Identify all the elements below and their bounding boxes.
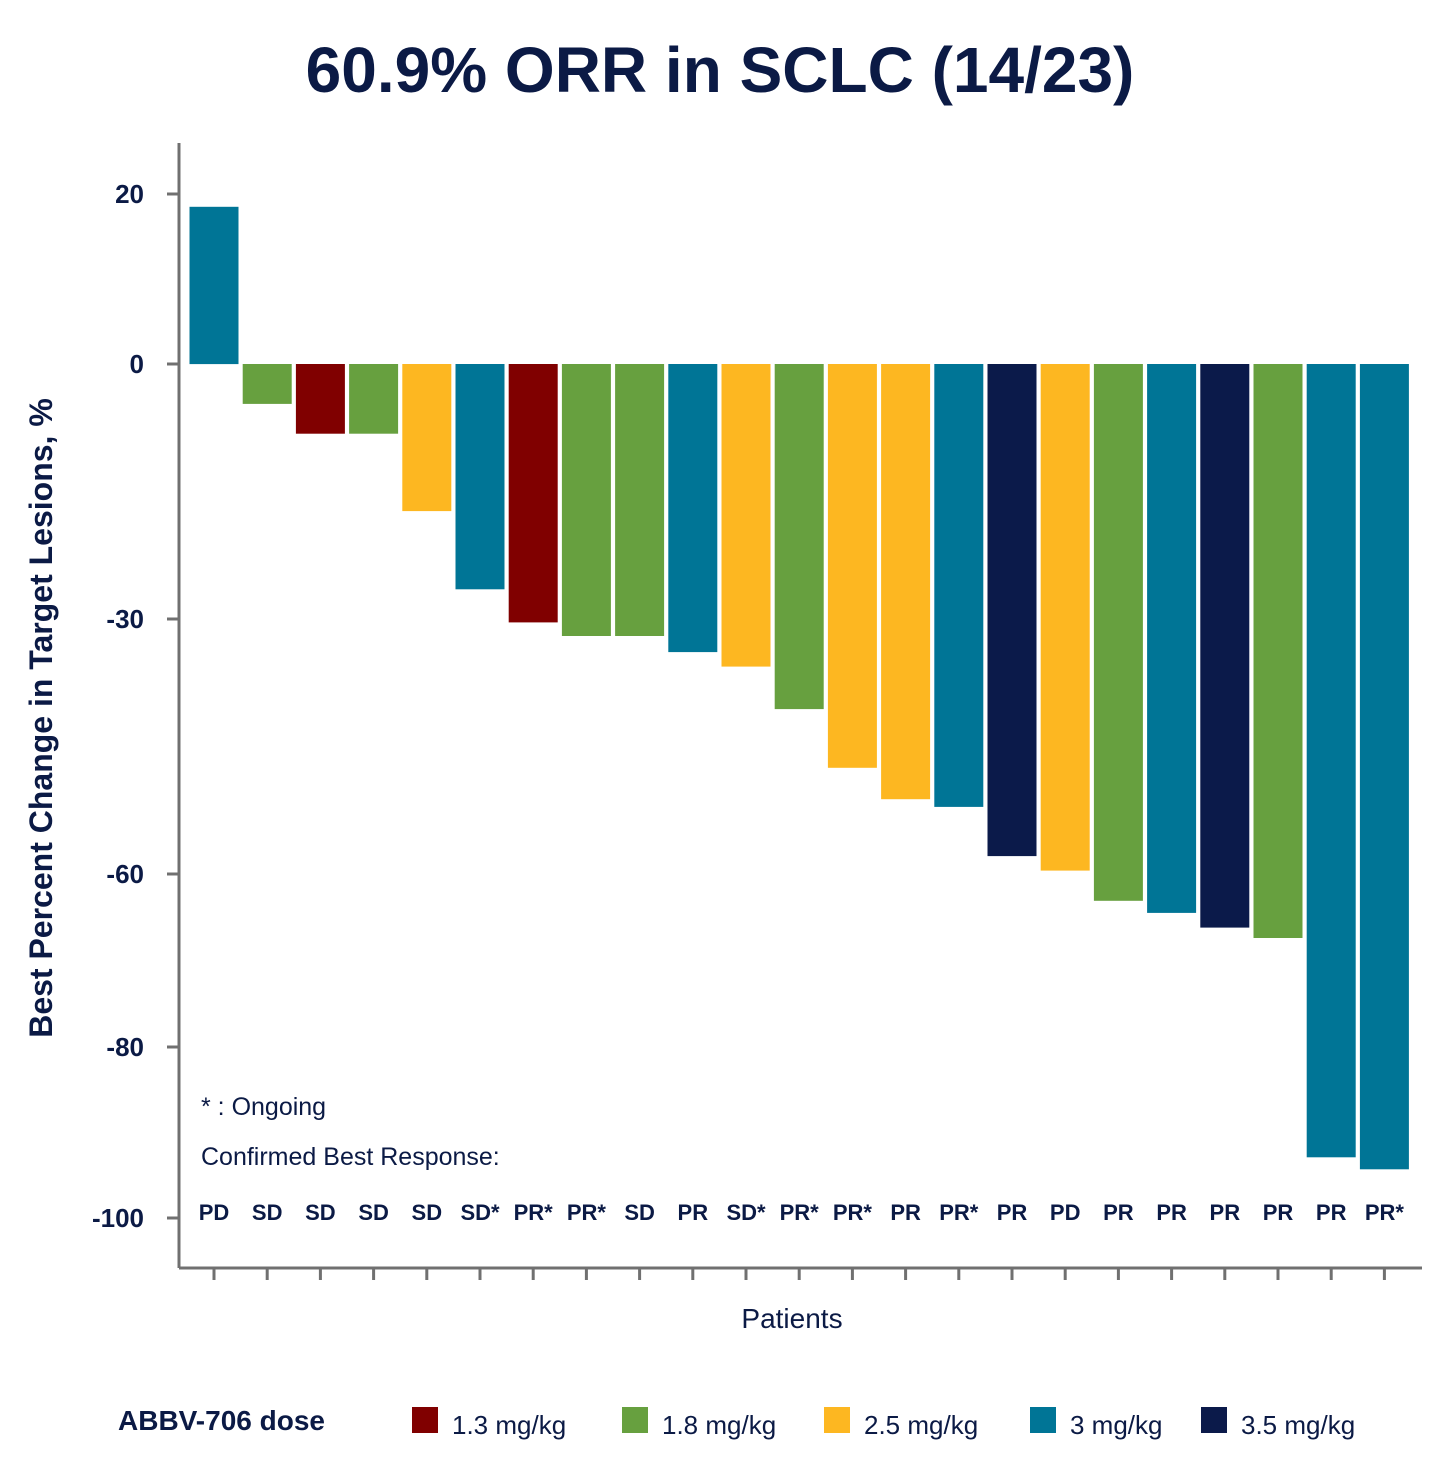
response-label: SD [305, 1200, 336, 1225]
chart-title: 60.9% ORR in SCLC (14/23) [306, 34, 1135, 106]
response-label: SD [412, 1200, 443, 1225]
bar-patient-13 [827, 364, 877, 768]
bar-patient-10 [668, 364, 718, 653]
y-ticks: 20 0 -30 -60 -80 -100 [92, 179, 179, 1233]
legend-label: 3.5 mg/kg [1241, 1410, 1355, 1440]
legend-swatch [1201, 1407, 1227, 1433]
response-label: SD [358, 1200, 389, 1225]
bar-patient-4 [349, 364, 399, 434]
response-label: PR* [1365, 1200, 1405, 1225]
response-label: PR [1316, 1200, 1347, 1225]
y-axis-label: Best Percent Change in Target Lesions, % [23, 398, 59, 1038]
response-label: SD [624, 1200, 655, 1225]
y-tick-label: -60 [106, 859, 144, 889]
legend-swatch [412, 1407, 438, 1433]
response-label: PR [890, 1200, 921, 1225]
bar-patient-23 [1359, 364, 1409, 1170]
ongoing-note: * : Ongoing [201, 1093, 326, 1121]
response-label: PR [1210, 1200, 1241, 1225]
y-tick-label: -100 [92, 1203, 144, 1233]
bar-patient-2 [242, 364, 292, 404]
bar-patient-1 [189, 206, 239, 365]
response-label: PR* [939, 1200, 979, 1225]
bar-patient-14 [881, 364, 931, 800]
bars-layer [189, 206, 1409, 1170]
response-label: SD* [460, 1200, 500, 1225]
legend: ABBV-706 dose 1.3 mg/kg 1.8 mg/kg 2.5 mg/k… [118, 1405, 1355, 1440]
response-label: PR* [567, 1200, 607, 1225]
y-tick-label: -30 [106, 604, 144, 634]
bar-patient-8 [561, 364, 611, 636]
response-label: PR [997, 1200, 1028, 1225]
bar-patient-12 [774, 364, 824, 710]
bar-patient-15 [934, 364, 984, 807]
legend-title: ABBV-706 dose [118, 1405, 325, 1436]
bar-patient-18 [1093, 364, 1143, 901]
legend-swatch [824, 1407, 850, 1433]
y-tick-label: 0 [130, 349, 144, 379]
bar-patient-11 [721, 364, 771, 667]
bar-patient-22 [1306, 364, 1356, 1158]
bar-patient-20 [1200, 364, 1250, 928]
bar-patient-19 [1147, 364, 1197, 913]
legend-swatch [622, 1407, 648, 1433]
bar-patient-3 [295, 364, 345, 434]
response-label: PD [1050, 1200, 1081, 1225]
axes-layer [177, 143, 1422, 1280]
response-label: PR [678, 1200, 709, 1225]
legend-label: 3 mg/kg [1070, 1410, 1163, 1440]
response-label: SD* [726, 1200, 766, 1225]
legend-swatch [1030, 1407, 1056, 1433]
response-labels: PD SD SD SD SD SD* PR* PR* SD PR SD* PR* PR* PR PR* PR P… [199, 1200, 1405, 1225]
y-tick-label: -80 [106, 1032, 144, 1062]
bar-patient-5 [402, 364, 452, 512]
y-tick-label: 20 [115, 179, 144, 209]
response-label: PR [1103, 1200, 1134, 1225]
legend-label: 1.8 mg/kg [662, 1410, 776, 1440]
response-label: PR [1263, 1200, 1294, 1225]
legend-label: 1.3 mg/kg [452, 1410, 566, 1440]
confirmed-response-note: Confirmed Best Response: [201, 1143, 500, 1171]
bar-patient-9 [615, 364, 665, 636]
response-label: PR [1156, 1200, 1187, 1225]
bar-patient-21 [1253, 364, 1303, 938]
response-label: PR* [833, 1200, 873, 1225]
response-label: PR* [780, 1200, 820, 1225]
response-label: PD [199, 1200, 230, 1225]
response-label: SD [252, 1200, 283, 1225]
bar-patient-6 [455, 364, 505, 590]
bar-patient-17 [1040, 364, 1090, 871]
response-label: PR* [514, 1200, 554, 1225]
bar-patient-16 [987, 364, 1037, 857]
legend-label: 2.5 mg/kg [864, 1410, 978, 1440]
x-axis-label: Patients [741, 1303, 842, 1334]
bar-patient-7 [508, 364, 558, 623]
